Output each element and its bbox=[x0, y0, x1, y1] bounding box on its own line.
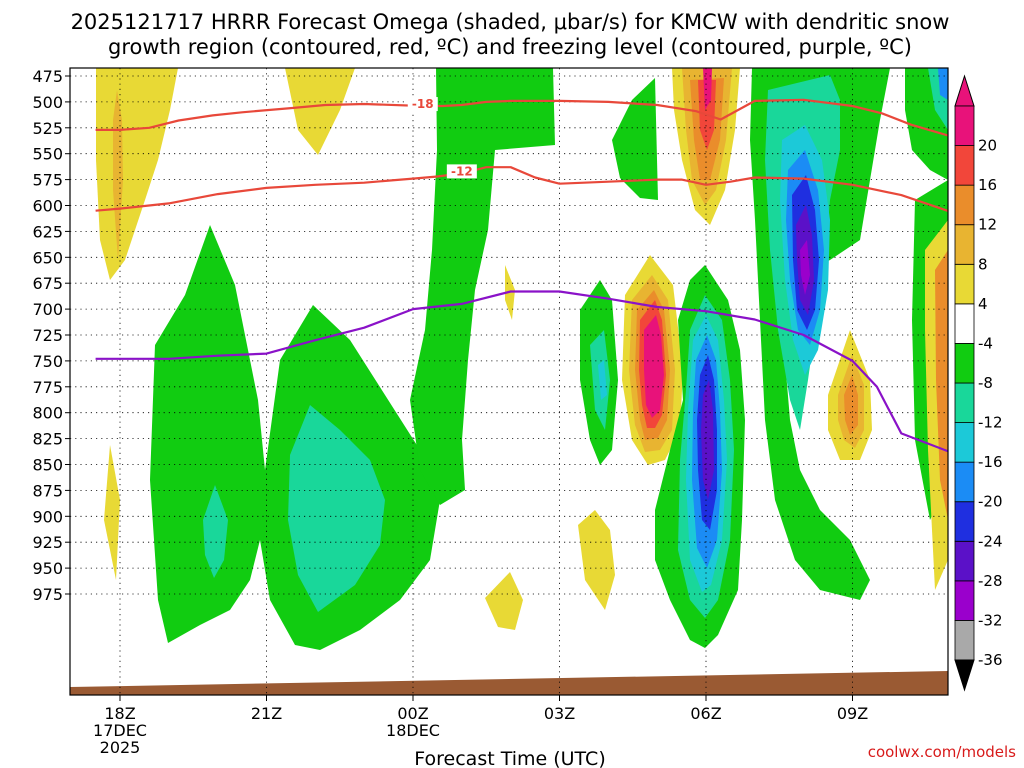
y-tick-label: 850 bbox=[32, 456, 63, 475]
y-tick-label: 925 bbox=[32, 533, 63, 552]
y-tick-label: 700 bbox=[32, 300, 63, 319]
y-tick-label: 575 bbox=[32, 171, 63, 190]
y-tick-label: 525 bbox=[32, 119, 63, 138]
y-tick-label: 875 bbox=[32, 481, 63, 500]
surface-terrain bbox=[70, 671, 948, 695]
dgz-contour-line bbox=[95, 98, 948, 137]
colorbar-segment bbox=[954, 105, 975, 146]
colorbar-label: 16 bbox=[978, 176, 997, 194]
colorbar-label: 8 bbox=[978, 255, 988, 273]
colorbar-label: -32 bbox=[978, 611, 1003, 629]
colorbar-label: -8 bbox=[978, 374, 993, 392]
y-tick-label: 775 bbox=[32, 378, 63, 397]
colorbar-label: -28 bbox=[978, 572, 1003, 590]
colorbar-label: 20 bbox=[978, 137, 997, 155]
colorbar-over-arrow bbox=[954, 74, 975, 107]
dgz-contour-line bbox=[95, 166, 948, 213]
plot-frame bbox=[69, 67, 949, 696]
y-tick-label: 800 bbox=[32, 404, 63, 423]
y-tick-label: 675 bbox=[32, 274, 63, 293]
colorbar-segment bbox=[954, 620, 975, 661]
y-tick-label: 900 bbox=[32, 507, 63, 526]
colorbar-segment bbox=[954, 184, 975, 226]
y-tick-label: 750 bbox=[32, 352, 63, 371]
chart-title-line-2: growth region (contoured, red, ºC) and f… bbox=[108, 35, 912, 59]
dgz-contour-label: -18 bbox=[412, 97, 434, 111]
y-tick-label: 500 bbox=[32, 93, 63, 112]
plot-area: -18 -12 bbox=[70, 68, 948, 695]
y-tick-label: 725 bbox=[32, 326, 63, 345]
colorbar-label: 4 bbox=[978, 295, 988, 313]
x-tick-label: 06Z bbox=[690, 704, 721, 723]
colorbar-label: -36 bbox=[978, 651, 1003, 669]
y-tick-label: 475 bbox=[32, 67, 63, 86]
colorbar-segment bbox=[954, 263, 975, 305]
dgz-contour-label: -12 bbox=[451, 164, 473, 178]
colorbar-label: -24 bbox=[978, 532, 1003, 550]
contours: -18 -12 bbox=[95, 97, 948, 453]
x-tick-label: 18DEC bbox=[386, 721, 440, 740]
colorbar-segment bbox=[954, 303, 975, 344]
chart-title-line-1: 2025121717 HRRR Forecast Omega (shaded, … bbox=[71, 10, 950, 34]
y-tick-label: 625 bbox=[32, 222, 63, 241]
y-axis: 475 500 525 550 575 600 625 650 675 700 725 750 775 8… bbox=[32, 67, 70, 604]
x-tick-label: 2025 bbox=[100, 738, 141, 757]
colorbar-segment bbox=[954, 580, 975, 621]
x-axis-label: Forecast Time (UTC) bbox=[414, 748, 605, 768]
y-tick-label: 550 bbox=[32, 145, 63, 164]
colorbar-label: -20 bbox=[978, 493, 1003, 511]
colorbar-segment bbox=[954, 382, 975, 423]
freezing-level-line bbox=[95, 290, 948, 453]
colorbar-label: 12 bbox=[978, 216, 997, 234]
colorbar-label: -12 bbox=[978, 414, 1003, 432]
x-tick-label: 21Z bbox=[251, 704, 282, 723]
x-tick-label: 18Z bbox=[104, 704, 135, 723]
omega-shading bbox=[96, 68, 948, 650]
x-tick-label: 00Z bbox=[397, 704, 428, 723]
colorbar-label: -4 bbox=[978, 334, 993, 352]
y-tick-label: 650 bbox=[32, 248, 63, 267]
grid-lines bbox=[70, 68, 948, 695]
colorbar: -36 -32 -28 -24 -20 -16 -12 -8 -4 4 8 12 16 20 bbox=[954, 74, 1003, 692]
y-tick-label: 975 bbox=[32, 585, 63, 604]
contour-label-bg bbox=[446, 164, 477, 179]
x-tick-label: 03Z bbox=[544, 704, 575, 723]
colorbar-segment bbox=[954, 540, 975, 582]
x-tick-label: 17DEC bbox=[93, 721, 147, 740]
contour-label-bg bbox=[407, 97, 438, 112]
colorbar-segment bbox=[954, 224, 975, 265]
colorbar-segment bbox=[954, 501, 975, 542]
y-tick-label: 825 bbox=[32, 430, 63, 449]
colorbar-segment bbox=[954, 422, 975, 463]
colorbar-segment bbox=[954, 461, 975, 503]
colorbar-label: -16 bbox=[978, 453, 1003, 471]
credit-link[interactable]: coolwx.com/models bbox=[868, 743, 1016, 761]
y-tick-label: 600 bbox=[32, 197, 63, 216]
x-tick-label: 09Z bbox=[837, 704, 868, 723]
y-tick-label: 950 bbox=[32, 559, 63, 578]
colorbar-segment bbox=[954, 343, 975, 384]
colorbar-under-arrow bbox=[954, 659, 975, 692]
colorbar-segment bbox=[954, 145, 975, 186]
